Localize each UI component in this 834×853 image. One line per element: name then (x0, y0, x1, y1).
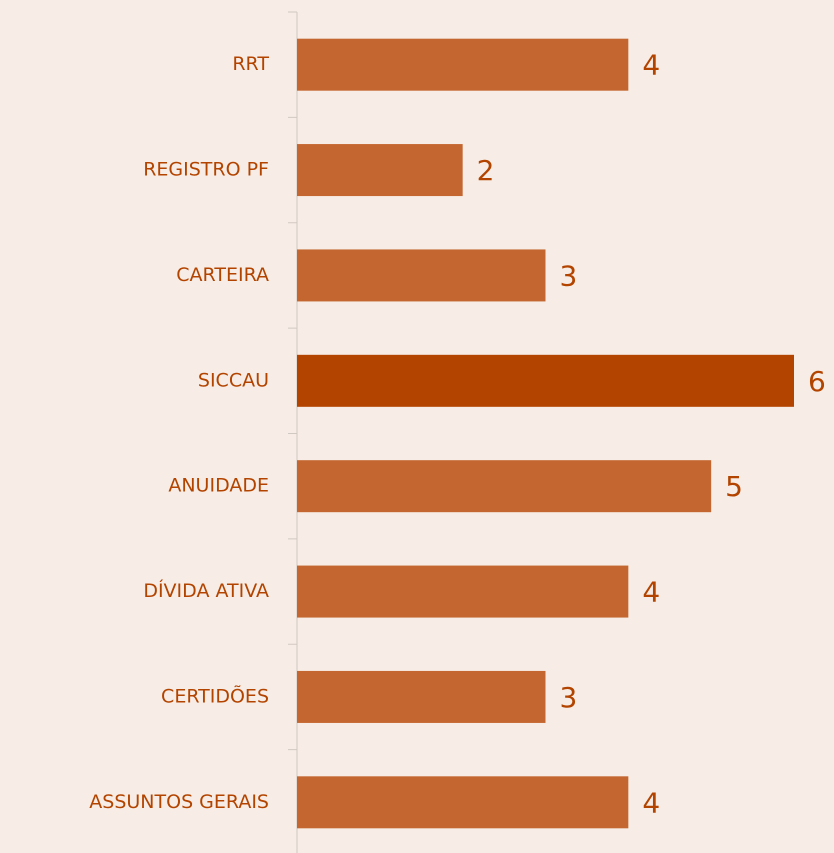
value-label: 4 (642, 576, 660, 609)
category-label: ASSUNTOS GERAIS (89, 791, 269, 813)
category-label: CERTIDÕES (161, 684, 269, 707)
category-label: REGISTRO PF (143, 159, 269, 181)
bar (297, 565, 629, 618)
bar (297, 460, 712, 513)
bar (297, 354, 794, 407)
value-label: 6 (808, 365, 826, 398)
category-label: SICCAU (198, 369, 269, 391)
value-label: 3 (560, 259, 578, 292)
bar (297, 776, 629, 829)
bar (297, 670, 546, 723)
value-label: 3 (560, 681, 578, 714)
value-label: 4 (642, 786, 660, 819)
bar (297, 38, 629, 91)
bar (297, 144, 463, 197)
category-label: DÍVIDA ATIVA (143, 579, 269, 602)
category-label: RRT (232, 53, 269, 75)
value-label: 5 (725, 470, 743, 503)
category-label: CARTEIRA (176, 264, 269, 286)
value-label: 2 (477, 154, 495, 187)
category-label: ANUIDADE (168, 475, 269, 497)
bar (297, 249, 546, 302)
value-label: 4 (642, 49, 660, 82)
